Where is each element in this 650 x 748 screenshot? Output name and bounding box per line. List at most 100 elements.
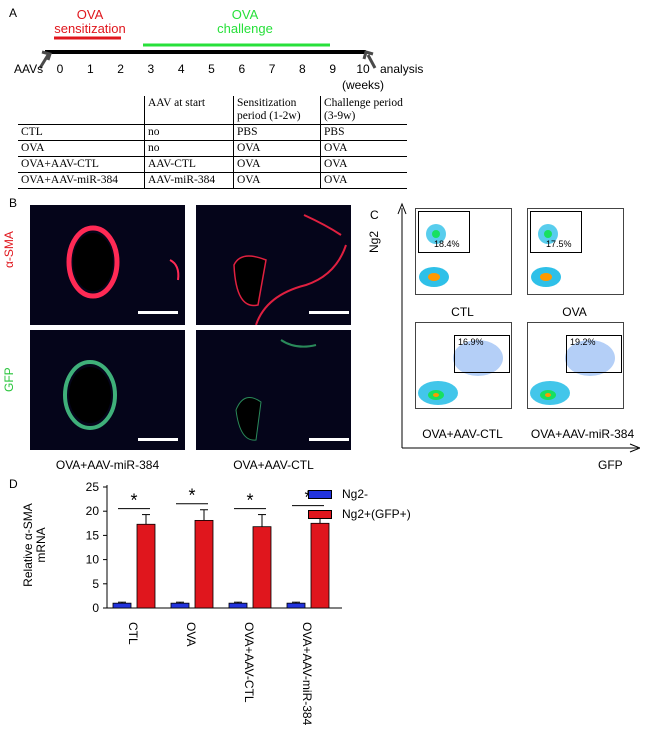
table-cell: OVA+AAV-miR-384 — [21, 174, 119, 186]
micrograph-gfp-mir384-art — [63, 360, 117, 430]
sensitization-label: OVA sensitization — [50, 8, 130, 36]
timeline-tick-2: 2 — [117, 62, 124, 76]
table-cell: AAV-miR-384 — [144, 172, 234, 189]
flow-dots — [418, 340, 503, 405]
row-label-asma: α-SMA — [2, 231, 16, 268]
table-header-row: AAV at start Sensitization period (1-2w)… — [18, 96, 407, 125]
flow-plot-ctl: 18.4% — [415, 208, 512, 295]
column-label-ctl: OVA+AAV-CTL — [233, 458, 314, 472]
micrograph-asma-ctl-art — [233, 214, 347, 325]
legend-swatch-red — [308, 509, 332, 519]
y-tick-label: 20 — [86, 504, 100, 518]
panel-d-letter: D — [9, 477, 18, 491]
analysis-label: analysis — [380, 62, 424, 76]
table-cell: OVA — [320, 156, 407, 173]
micrograph-asma-mir384 — [30, 205, 185, 325]
panel-a-letter: A — [9, 6, 18, 20]
d-y-axis-label-text: Relative α-SMA mRNA — [21, 503, 48, 587]
timeline-tick-3: 3 — [147, 62, 155, 76]
y-tick-label: 5 — [92, 577, 99, 591]
flow-dots — [419, 224, 449, 287]
bar-ng2-pos — [136, 523, 156, 609]
gate-percent: 16.9% — [458, 337, 484, 347]
flow-label-aav-mir384: OVA+AAV-miR-384 — [530, 427, 635, 441]
micrograph-gfp-ctl-art — [235, 339, 317, 441]
column-label-mir384: OVA+AAV-miR-384 — [55, 458, 160, 472]
scale-bar — [138, 438, 178, 441]
timeline-tick-1: 1 — [86, 62, 94, 76]
flow-plot-aav-ctl: 16.9% — [415, 322, 512, 409]
flow-dots — [531, 224, 561, 287]
legend: Ng2- Ng2+(GFP+) — [308, 484, 411, 524]
y-tick-label: 10 — [86, 553, 100, 567]
c-axes — [397, 202, 640, 453]
table-cell: OVA — [233, 140, 321, 157]
micrograph-asma-ctl — [196, 205, 351, 325]
table-header-cell: Sensitization period (1-2w) — [233, 96, 321, 125]
timeline-tick-4: 4 — [177, 62, 185, 76]
bar-ng2-neg — [228, 602, 248, 609]
scale-bar — [309, 311, 349, 314]
analysis-arrow — [362, 50, 377, 69]
bar-ng2-neg — [286, 602, 306, 609]
d-y-axis-label: Relative α-SMA mRNA — [21, 490, 48, 600]
legend-item-ng2-neg: Ng2- — [308, 484, 411, 504]
bar-ng2-pos — [310, 522, 330, 609]
y-tick-label: 0 — [92, 601, 99, 615]
significance-star: * — [188, 486, 195, 506]
table-header-cell: Challenge period (3-9w) — [320, 96, 407, 125]
table-row: OVA+AAV-CTL AAV-CTL OVA OVA — [18, 156, 407, 173]
gate-box — [566, 335, 622, 373]
legend-item-ng2-pos: Ng2+(GFP+) — [308, 504, 411, 524]
table-row: OVA+AAV-miR-384 AAV-miR-384 OVA OVA — [18, 172, 407, 189]
flow-plot-aav-mir384: 19.2% — [527, 322, 624, 409]
x-category-label: CTL — [126, 622, 140, 645]
table-cell: no — [144, 124, 234, 141]
flow-plot-ova: 17.5% — [527, 208, 624, 295]
legend-swatch-blue — [308, 489, 332, 499]
table-cell: OVA — [320, 140, 407, 157]
micrograph-gfp-mir384 — [30, 330, 185, 450]
table-header-cell: AAV at start — [144, 96, 234, 125]
study-design-table: AAV at start Sensitization period (1-2w)… — [18, 96, 407, 189]
gate-percent: 19.2% — [570, 337, 596, 347]
sensitization-line-2: sensitization — [54, 21, 126, 36]
scale-bar — [138, 311, 178, 314]
table-cell: CTL — [21, 126, 43, 138]
weeks-label: (weeks) — [342, 78, 385, 92]
row-label-gfp: GFP — [2, 367, 16, 392]
bar-ng2-neg — [112, 602, 132, 609]
panel-b-letter: B — [9, 196, 18, 210]
aavs-label: AAVs — [14, 62, 44, 76]
legend-label: Ng2+(GFP+) — [342, 507, 411, 521]
table-cell: PBS — [233, 124, 321, 141]
x-category-label: OVA — [184, 622, 198, 647]
table-cell: PBS — [320, 124, 407, 141]
c-x-axis-label: GFP — [598, 458, 623, 472]
timeline-tick-6: 6 — [238, 62, 246, 76]
timeline-tick-8: 8 — [299, 62, 306, 76]
significance-star: * — [246, 491, 253, 511]
table-cell: OVA — [233, 156, 321, 173]
timeline-tick-5: 5 — [208, 62, 215, 76]
micrograph-asma-mir384-art — [66, 225, 180, 299]
table-cell: OVA — [320, 172, 407, 189]
table-row: OVA no OVA OVA — [18, 140, 407, 157]
table-row: CTL no PBS PBS — [18, 124, 407, 141]
flow-label-aav-ctl: OVA+AAV-CTL — [422, 427, 503, 441]
x-category-label: OVA+AAV-miR-384 — [300, 622, 314, 726]
challenge-line-1: OVA — [231, 7, 259, 22]
panel-c-letter: C — [370, 208, 379, 222]
bar-ng2-pos — [252, 526, 272, 609]
gate-box — [530, 211, 582, 253]
timeline-tick-7: 7 — [268, 62, 276, 76]
y-tick-label: 25 — [86, 480, 100, 494]
flow-label-ctl: CTL — [451, 305, 474, 319]
gate-percent: 17.5% — [546, 239, 572, 249]
legend-label: Ng2- — [342, 487, 369, 501]
table-cell: no — [144, 140, 234, 157]
bar-ng2-neg — [170, 602, 190, 609]
timeline-tick-0: 0 — [56, 62, 64, 76]
flow-dots — [530, 340, 615, 405]
timeline-graphic — [38, 36, 377, 69]
